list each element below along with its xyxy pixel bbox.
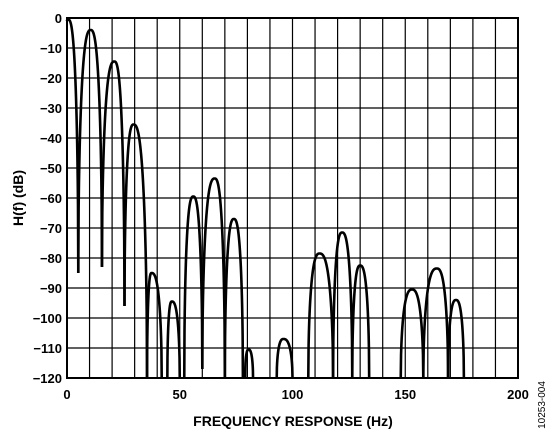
response-lobe (65, 18, 80, 274)
response-lobe (331, 231, 354, 379)
response-lobe (306, 252, 335, 379)
response-lobe (76, 28, 104, 274)
grid (67, 18, 518, 378)
y-tick-labels: 0 −10 −20 −30 −40 −50 −60 −70 −80 −90 −100 −110 −120 (33, 11, 62, 386)
x-tick-label: 200 (507, 387, 529, 402)
y-tick-label: −60 (40, 191, 62, 206)
y-tick-label: −70 (40, 221, 62, 236)
response-lobe (446, 298, 466, 379)
y-tick-label: −10 (40, 41, 62, 56)
response-lobe (123, 123, 149, 379)
x-tick-label: 50 (173, 387, 187, 402)
y-tick-label: −30 (40, 101, 62, 116)
plot-frame (66, 17, 519, 379)
y-axis-label: H(f) (dB) (10, 170, 26, 226)
y-tick-label: −50 (40, 161, 62, 176)
y-tick-label: −40 (40, 131, 62, 146)
response-lobe (350, 264, 371, 379)
y-tick-label: 0 (55, 11, 62, 26)
response-lobe (201, 177, 227, 379)
y-tick-label: −100 (33, 311, 62, 326)
response-lobe (223, 217, 245, 379)
response-lobe (399, 288, 425, 379)
x-tick-label: 150 (394, 387, 416, 402)
x-axis-label: FREQUENCY RESPONSE (Hz) (193, 413, 393, 429)
response-lobe (275, 337, 294, 379)
y-tick-label: −120 (33, 371, 62, 386)
x-tick-label: 0 (63, 387, 70, 402)
response-lobe (166, 300, 182, 379)
response-lobe (100, 60, 126, 307)
response-lobe (243, 348, 255, 379)
response-lobe (145, 271, 164, 379)
response-lobe (182, 195, 204, 379)
y-tick-label: −110 (33, 341, 62, 356)
y-tick-label: −80 (40, 251, 62, 266)
response-lobe (421, 267, 450, 379)
y-tick-label: −90 (40, 281, 62, 296)
x-tick-label: 100 (282, 387, 304, 402)
response-curve-group (65, 18, 466, 379)
x-tick-labels: 0 50 100 150 200 (63, 387, 528, 402)
y-tick-label: −20 (40, 71, 62, 86)
figure-id: 10253-004 (537, 381, 548, 429)
